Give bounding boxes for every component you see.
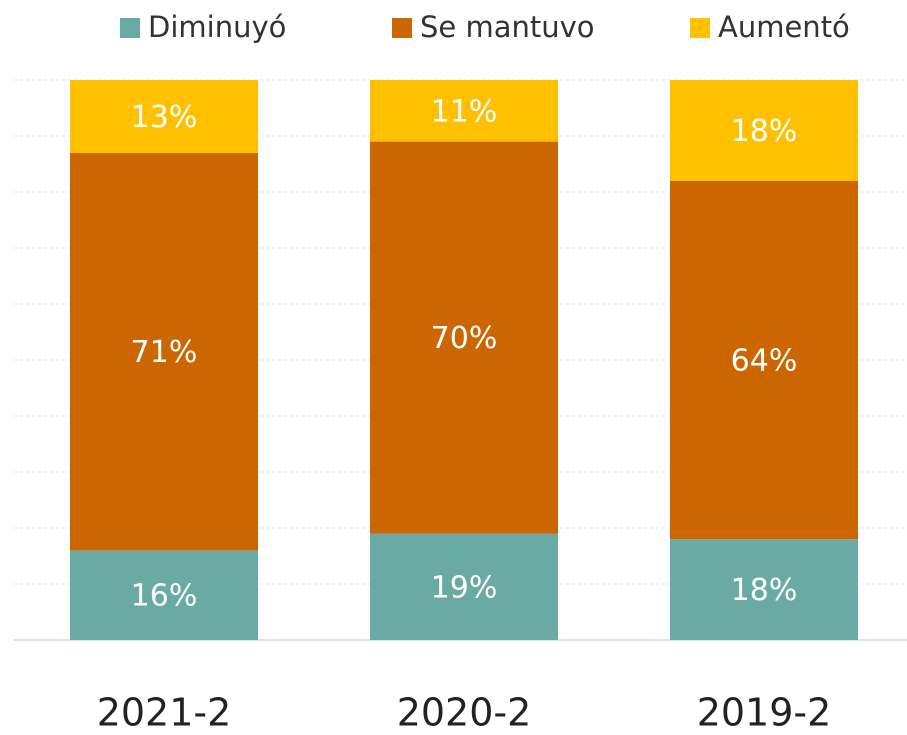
x-tick-label: 2019-2 [697, 691, 832, 735]
bar-segment [70, 80, 258, 153]
x-tick-label: 2020-2 [397, 691, 532, 735]
legend-label: Diminuyó [148, 10, 286, 44]
bar-segment [670, 80, 858, 181]
bar-segment [70, 550, 258, 640]
legend-label: Se mantuvo [420, 10, 595, 44]
value-label: 70% [431, 321, 498, 356]
value-label: 18% [731, 573, 798, 608]
legend-swatch [392, 18, 412, 38]
value-label: 18% [731, 114, 798, 149]
legend-swatch [120, 18, 140, 38]
x-tick-label: 2021-2 [97, 691, 232, 735]
bar-segment [670, 539, 858, 640]
legend-label: Aumentó [718, 10, 850, 44]
bar-segment [670, 180, 858, 540]
value-label: 11% [431, 94, 498, 129]
value-label: 13% [131, 100, 198, 135]
value-label: 19% [431, 570, 498, 605]
legend-swatch [690, 18, 710, 38]
bar-segment [370, 533, 558, 640]
bar-segment [370, 141, 558, 534]
value-label: 64% [731, 344, 798, 379]
value-label: 16% [131, 579, 198, 614]
bar-segment [70, 152, 258, 551]
bar-segment [370, 80, 558, 142]
value-label: 71% [131, 335, 198, 370]
